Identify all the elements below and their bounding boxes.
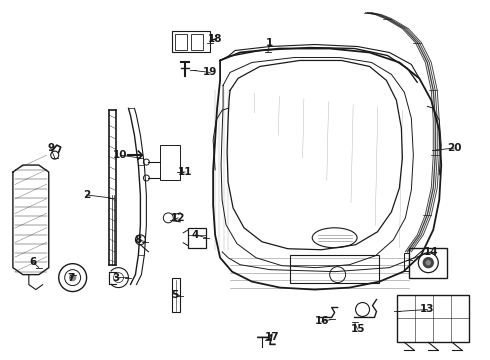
Text: 6: 6 bbox=[29, 257, 36, 267]
Bar bbox=[191, 33, 203, 50]
Text: 14: 14 bbox=[424, 247, 439, 257]
Circle shape bbox=[70, 275, 75, 280]
Text: 9: 9 bbox=[47, 143, 54, 153]
Text: 12: 12 bbox=[171, 213, 186, 223]
Text: 7: 7 bbox=[67, 273, 74, 283]
Text: 16: 16 bbox=[315, 316, 329, 327]
Bar bbox=[290, 255, 379, 283]
Text: 15: 15 bbox=[350, 324, 365, 334]
Bar bbox=[397, 294, 469, 342]
Text: 17: 17 bbox=[265, 332, 279, 342]
Text: 10: 10 bbox=[113, 150, 128, 160]
Text: 3: 3 bbox=[112, 273, 119, 283]
Circle shape bbox=[423, 258, 433, 268]
Text: 18: 18 bbox=[208, 33, 222, 44]
Bar bbox=[175, 33, 187, 50]
Text: 5: 5 bbox=[172, 289, 179, 300]
Text: 4: 4 bbox=[192, 230, 199, 240]
Text: 20: 20 bbox=[447, 143, 462, 153]
Bar bbox=[404, 253, 409, 271]
Circle shape bbox=[426, 261, 430, 265]
Bar bbox=[160, 145, 180, 180]
Bar bbox=[172, 31, 210, 53]
Text: 19: 19 bbox=[203, 67, 218, 77]
Text: 2: 2 bbox=[83, 190, 90, 200]
Bar bbox=[172, 278, 180, 312]
Text: 1: 1 bbox=[266, 37, 273, 48]
Bar bbox=[188, 228, 206, 248]
Text: 11: 11 bbox=[178, 167, 193, 177]
Bar bbox=[409, 248, 447, 278]
Text: 13: 13 bbox=[420, 305, 435, 315]
Text: 8: 8 bbox=[135, 235, 142, 245]
